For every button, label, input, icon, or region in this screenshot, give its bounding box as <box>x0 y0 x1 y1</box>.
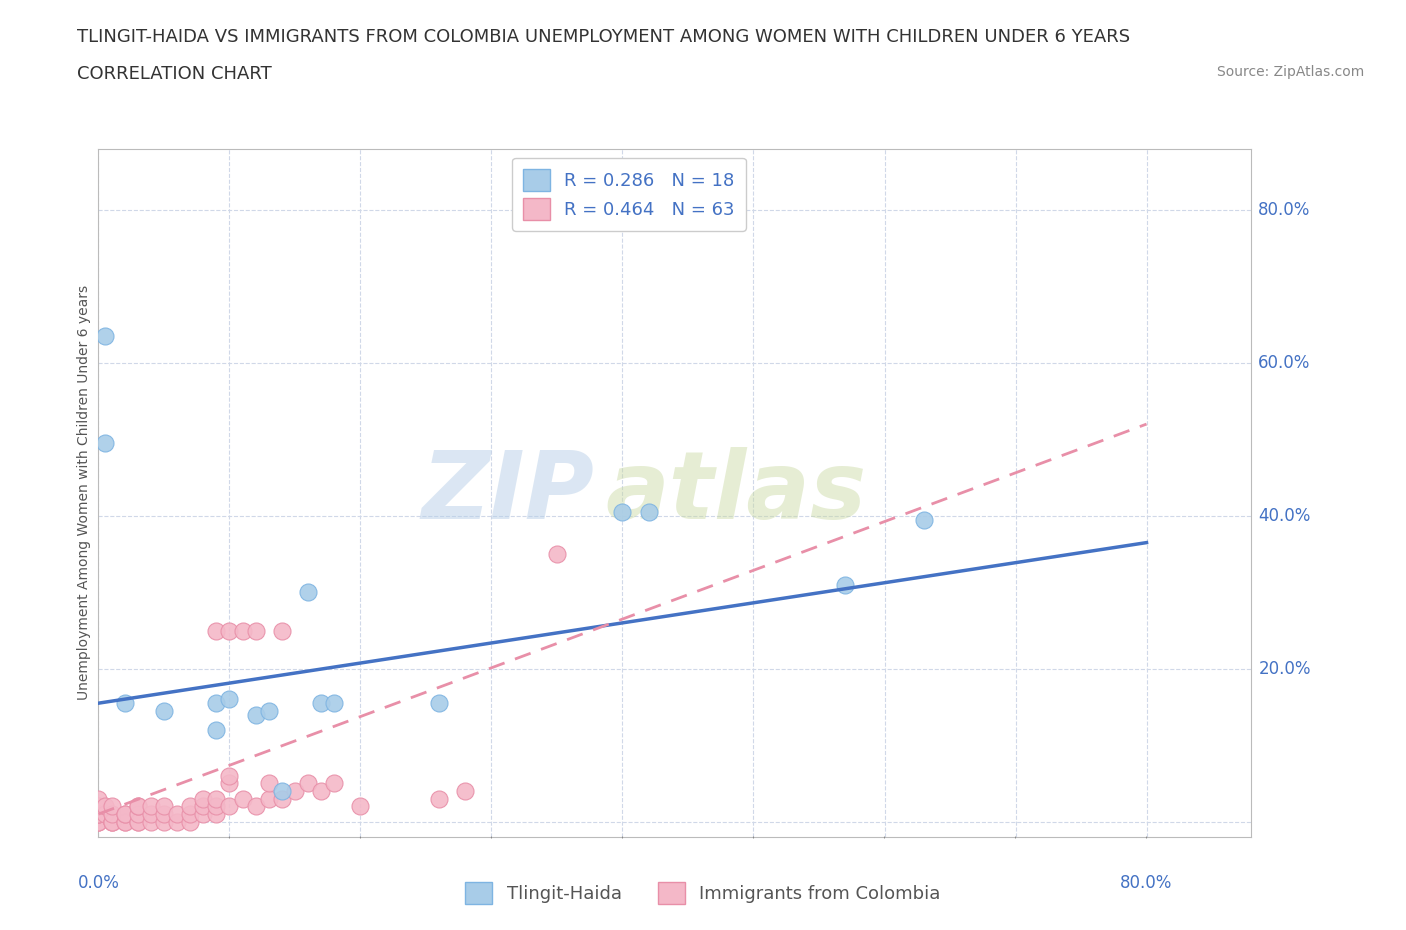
Point <box>139 806 162 821</box>
Legend: Tlingit-Haida, Immigrants from Colombia: Tlingit-Haida, Immigrants from Colombia <box>458 875 948 911</box>
Point <box>218 768 240 783</box>
Point <box>100 806 122 821</box>
Point <box>114 806 136 821</box>
Point <box>127 815 149 830</box>
Point <box>94 799 117 814</box>
Point <box>245 799 267 814</box>
Text: ZIP: ZIP <box>422 447 595 538</box>
Point <box>205 806 228 821</box>
Point <box>912 512 935 527</box>
Point <box>218 776 240 790</box>
Point <box>297 585 319 600</box>
Point <box>284 784 307 799</box>
Point <box>87 799 110 814</box>
Point <box>87 815 110 830</box>
Point <box>114 815 136 830</box>
Legend: R = 0.286   N = 18, R = 0.464   N = 63: R = 0.286 N = 18, R = 0.464 N = 63 <box>512 158 745 231</box>
Point <box>245 707 267 722</box>
Point <box>257 776 280 790</box>
Point <box>179 806 201 821</box>
Point <box>270 791 292 806</box>
Point <box>637 505 659 520</box>
Point <box>87 806 110 821</box>
Point <box>87 815 110 830</box>
Point <box>309 696 332 711</box>
Point <box>205 696 228 711</box>
Point <box>153 703 176 718</box>
Point <box>114 806 136 821</box>
Point <box>454 784 477 799</box>
Text: 20.0%: 20.0% <box>1258 659 1310 678</box>
Point <box>193 791 215 806</box>
Point <box>193 799 215 814</box>
Point <box>166 806 188 821</box>
Point <box>114 696 136 711</box>
Point <box>257 791 280 806</box>
Point <box>153 806 176 821</box>
Point <box>218 799 240 814</box>
Point <box>834 578 856 592</box>
Point <box>100 799 122 814</box>
Point <box>546 547 568 562</box>
Point <box>94 806 117 821</box>
Point <box>427 696 450 711</box>
Text: CORRELATION CHART: CORRELATION CHART <box>77 65 273 83</box>
Text: Source: ZipAtlas.com: Source: ZipAtlas.com <box>1216 65 1364 79</box>
Point <box>205 791 228 806</box>
Point <box>193 806 215 821</box>
Text: 40.0%: 40.0% <box>1258 507 1310 525</box>
Point <box>139 815 162 830</box>
Point <box>127 799 149 814</box>
Text: TLINGIT-HAIDA VS IMMIGRANTS FROM COLOMBIA UNEMPLOYMENT AMONG WOMEN WITH CHILDREN: TLINGIT-HAIDA VS IMMIGRANTS FROM COLOMBI… <box>77 28 1130 46</box>
Point <box>297 776 319 790</box>
Point <box>231 791 254 806</box>
Point <box>87 799 110 814</box>
Point <box>612 505 634 520</box>
Text: 80.0%: 80.0% <box>1121 874 1173 892</box>
Point <box>309 784 332 799</box>
Point <box>127 806 149 821</box>
Point <box>257 703 280 718</box>
Point <box>205 799 228 814</box>
Point <box>153 799 176 814</box>
Point <box>166 815 188 830</box>
Point <box>87 791 110 806</box>
Point <box>218 692 240 707</box>
Point <box>205 623 228 638</box>
Point <box>87 806 110 821</box>
Text: atlas: atlas <box>606 447 868 538</box>
Point <box>323 776 346 790</box>
Text: 80.0%: 80.0% <box>1258 201 1310 219</box>
Point <box>270 623 292 638</box>
Point <box>427 791 450 806</box>
Point <box>94 436 117 451</box>
Point <box>100 815 122 830</box>
Point <box>87 806 110 821</box>
Point <box>323 696 346 711</box>
Point <box>153 815 176 830</box>
Point <box>94 328 117 343</box>
Point <box>231 623 254 638</box>
Point <box>127 815 149 830</box>
Point <box>245 623 267 638</box>
Point <box>270 784 292 799</box>
Point <box>100 815 122 830</box>
Point <box>218 623 240 638</box>
Point <box>87 815 110 830</box>
Point <box>349 799 371 814</box>
Point <box>127 799 149 814</box>
Text: 60.0%: 60.0% <box>1258 354 1310 372</box>
Y-axis label: Unemployment Among Women with Children Under 6 years: Unemployment Among Women with Children U… <box>77 286 91 700</box>
Text: 0.0%: 0.0% <box>77 874 120 892</box>
Point <box>114 815 136 830</box>
Point <box>179 799 201 814</box>
Point <box>205 723 228 737</box>
Point <box>139 799 162 814</box>
Point <box>179 815 201 830</box>
Point <box>100 815 122 830</box>
